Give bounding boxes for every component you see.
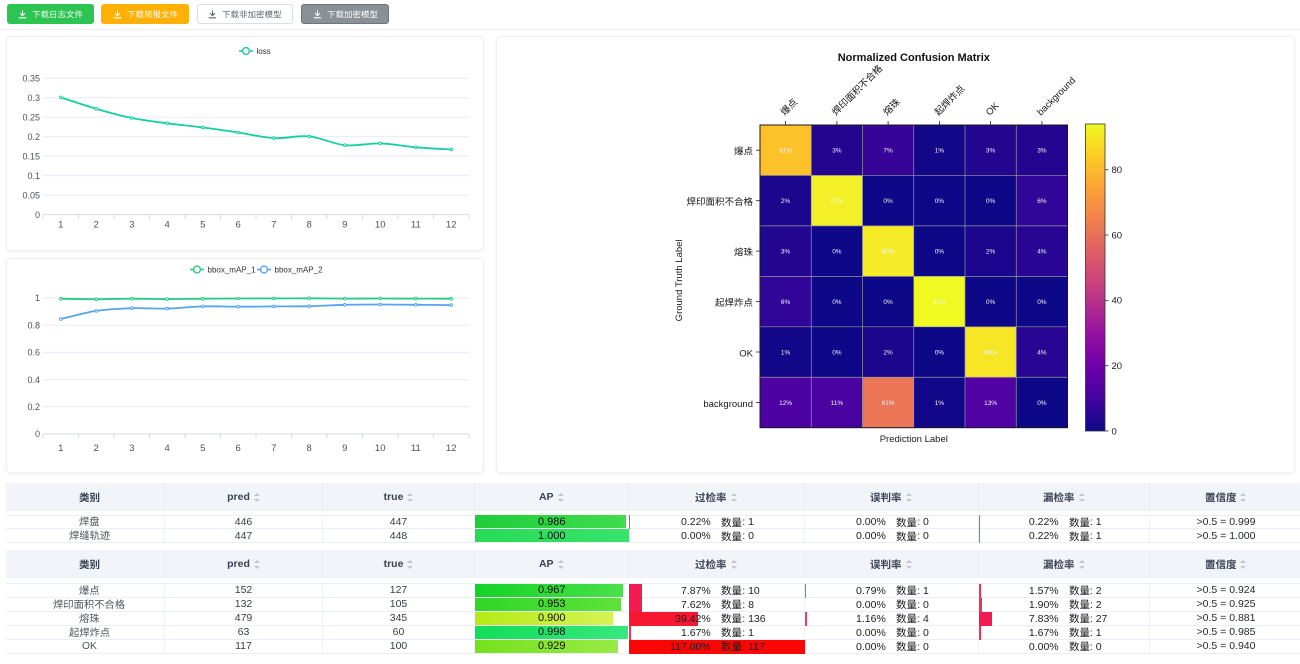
svg-text:Prediction Label: Prediction Label bbox=[880, 434, 948, 445]
svg-text:Ground Truth Label: Ground Truth Label bbox=[674, 239, 685, 321]
svg-text:bbox_mAP_2: bbox_mAP_2 bbox=[275, 265, 324, 274]
svg-text:3%: 3% bbox=[832, 148, 842, 155]
svg-text:0.4: 0.4 bbox=[27, 375, 40, 385]
svg-text:0.15: 0.15 bbox=[22, 151, 40, 161]
svg-text:0.25: 0.25 bbox=[22, 112, 40, 122]
svg-text:0: 0 bbox=[35, 210, 40, 220]
svg-text:7%: 7% bbox=[883, 148, 893, 155]
svg-text:0.8: 0.8 bbox=[27, 320, 40, 330]
svg-text:10: 10 bbox=[375, 220, 386, 231]
svg-text:3%: 3% bbox=[781, 248, 791, 255]
svg-text:2%: 2% bbox=[883, 349, 893, 356]
svg-text:1%: 1% bbox=[935, 400, 945, 407]
svg-text:0%: 0% bbox=[1037, 400, 1047, 407]
svg-text:0.2: 0.2 bbox=[27, 402, 40, 412]
svg-text:OK: OK bbox=[984, 100, 1002, 118]
svg-text:4%: 4% bbox=[1037, 248, 1047, 255]
svg-text:4: 4 bbox=[165, 220, 170, 231]
svg-text:12: 12 bbox=[446, 443, 457, 454]
svg-text:0%: 0% bbox=[832, 248, 842, 255]
svg-text:6%: 6% bbox=[781, 299, 791, 306]
svg-text:3%: 3% bbox=[986, 148, 996, 155]
svg-text:5: 5 bbox=[200, 220, 205, 231]
svg-text:Normalized Confusion Matrix: Normalized Confusion Matrix bbox=[838, 52, 991, 64]
svg-text:12: 12 bbox=[446, 220, 457, 231]
svg-text:background: background bbox=[1035, 75, 1078, 118]
svg-text:0%: 0% bbox=[986, 299, 996, 306]
svg-text:20: 20 bbox=[1112, 361, 1123, 372]
svg-text:4: 4 bbox=[165, 443, 170, 454]
svg-text:6%: 6% bbox=[1037, 198, 1047, 205]
svg-text:1%: 1% bbox=[781, 349, 791, 356]
svg-text:93%: 93% bbox=[933, 299, 946, 306]
svg-text:11: 11 bbox=[411, 220, 421, 231]
svg-text:3%: 3% bbox=[1037, 148, 1047, 155]
svg-text:9: 9 bbox=[342, 443, 347, 454]
svg-text:OK: OK bbox=[739, 348, 753, 359]
svg-text:81%: 81% bbox=[779, 148, 792, 155]
svg-text:80: 80 bbox=[1112, 165, 1123, 176]
svg-text:0.05: 0.05 bbox=[22, 190, 40, 200]
svg-text:2%: 2% bbox=[986, 248, 996, 255]
svg-text:13%: 13% bbox=[984, 400, 997, 407]
svg-text:5: 5 bbox=[200, 443, 205, 454]
svg-text:1%: 1% bbox=[935, 148, 945, 155]
svg-text:0%: 0% bbox=[832, 349, 842, 356]
svg-text:60: 60 bbox=[1112, 230, 1123, 241]
svg-text:0%: 0% bbox=[1037, 299, 1047, 306]
svg-text:6: 6 bbox=[236, 220, 241, 231]
svg-text:90%: 90% bbox=[882, 248, 895, 255]
svg-text:91%: 91% bbox=[830, 198, 843, 205]
svg-text:1: 1 bbox=[58, 220, 63, 231]
svg-text:0.2: 0.2 bbox=[27, 132, 40, 142]
svg-text:40: 40 bbox=[1112, 296, 1123, 307]
svg-text:2: 2 bbox=[94, 220, 99, 231]
svg-text:0: 0 bbox=[35, 429, 40, 439]
svg-text:loss: loss bbox=[257, 47, 271, 56]
svg-text:1: 1 bbox=[35, 293, 40, 303]
svg-text:8: 8 bbox=[307, 220, 312, 231]
svg-text:12%: 12% bbox=[779, 400, 792, 407]
svg-text:0%: 0% bbox=[986, 198, 996, 205]
svg-text:9: 9 bbox=[342, 220, 347, 231]
svg-text:2%: 2% bbox=[781, 198, 791, 205]
svg-text:0%: 0% bbox=[935, 248, 945, 255]
svg-text:0%: 0% bbox=[832, 299, 842, 306]
svg-text:10: 10 bbox=[375, 443, 386, 454]
svg-text:2: 2 bbox=[94, 443, 99, 454]
svg-text:0%: 0% bbox=[935, 349, 945, 356]
svg-text:7: 7 bbox=[271, 220, 276, 231]
svg-text:bbox_mAP_1: bbox_mAP_1 bbox=[208, 265, 257, 274]
svg-text:7: 7 bbox=[271, 443, 276, 454]
svg-text:11%: 11% bbox=[831, 400, 844, 407]
svg-text:0%: 0% bbox=[935, 198, 945, 205]
svg-text:1: 1 bbox=[58, 443, 63, 454]
svg-text:0%: 0% bbox=[883, 299, 893, 306]
svg-text:0.1: 0.1 bbox=[27, 171, 40, 181]
svg-text:4%: 4% bbox=[1037, 349, 1047, 356]
svg-text:0.3: 0.3 bbox=[27, 93, 40, 103]
svg-text:8: 8 bbox=[307, 443, 312, 454]
svg-text:3: 3 bbox=[129, 220, 134, 231]
svg-text:61%: 61% bbox=[882, 400, 895, 407]
svg-text:0.35: 0.35 bbox=[22, 73, 40, 83]
svg-text:0: 0 bbox=[1112, 426, 1117, 437]
svg-text:0.6: 0.6 bbox=[27, 348, 40, 358]
svg-text:6: 6 bbox=[236, 443, 241, 454]
svg-text:3: 3 bbox=[129, 443, 134, 454]
svg-text:89%: 89% bbox=[984, 349, 997, 356]
svg-text:0%: 0% bbox=[883, 198, 893, 205]
svg-text:11: 11 bbox=[411, 443, 421, 454]
svg-text:background: background bbox=[703, 399, 753, 410]
